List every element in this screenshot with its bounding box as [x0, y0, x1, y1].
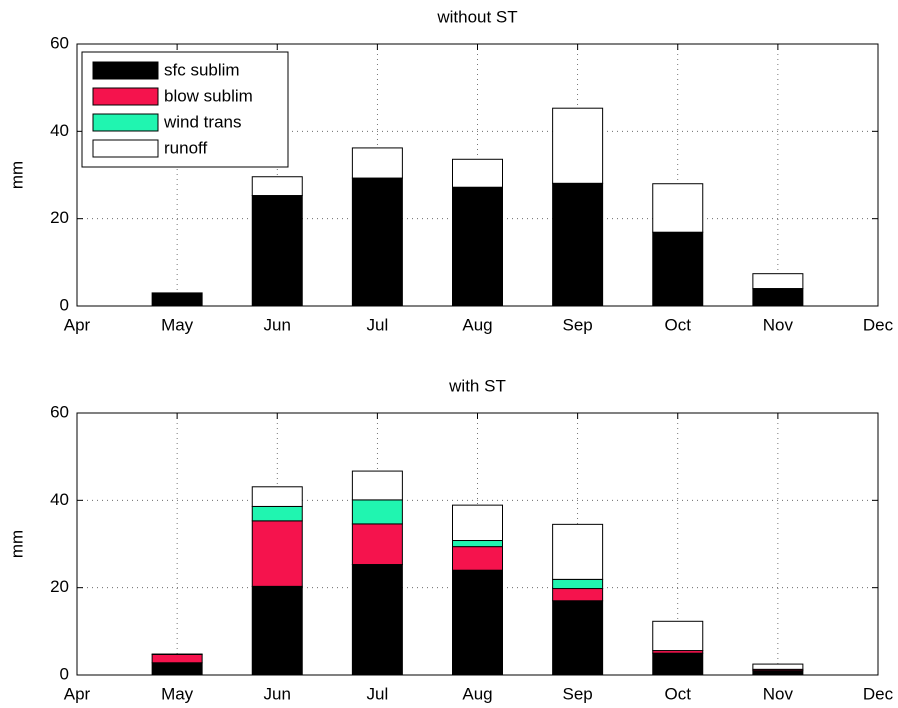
x-tick-label: Oct [665, 684, 692, 703]
bar-segment [652, 183, 704, 233]
y-tick-label: 40 [50, 121, 69, 140]
bar-segment [652, 652, 704, 676]
bar-segment [351, 147, 403, 179]
x-tick-label: Sep [563, 315, 593, 334]
legend-swatch [92, 61, 159, 80]
y-tick-label: 0 [60, 295, 69, 314]
bar-segment [351, 177, 403, 307]
x-tick-label: Dec [863, 684, 894, 703]
x-tick-label: Dec [863, 315, 894, 334]
y-tick-label: 40 [50, 490, 69, 509]
bar-segment [552, 588, 604, 602]
legend-swatch [92, 113, 159, 132]
bar-segment [752, 670, 804, 676]
chart-title: without ST [436, 7, 517, 26]
bar-segment [251, 520, 303, 587]
x-tick-label: Nov [763, 315, 794, 334]
bar-segment [452, 546, 503, 571]
bar-segment [452, 158, 503, 188]
x-tick-label: Apr [64, 315, 91, 334]
bar-segment [452, 186, 503, 307]
legend-label: blow sublim [164, 86, 253, 105]
bar-segment [452, 540, 503, 548]
bar-segment [251, 505, 303, 522]
plot-frame [76, 412, 879, 676]
bar-segment [351, 564, 403, 676]
x-tick-label: May [161, 684, 194, 703]
y-tick-label: 60 [50, 33, 69, 52]
x-tick-label: Aug [462, 315, 492, 334]
legend-label: runoff [164, 138, 207, 157]
y-tick-label: 60 [50, 402, 69, 421]
bar-segment [351, 470, 403, 501]
bar-segment [452, 569, 503, 676]
bar-segment [752, 288, 804, 307]
bar-segment [752, 273, 804, 290]
bar-segment [552, 523, 604, 580]
x-tick-label: May [161, 315, 194, 334]
bar-segment [752, 663, 804, 670]
x-tick-label: Jul [367, 315, 389, 334]
bar-segment [251, 486, 303, 507]
bar-segment [652, 231, 704, 307]
x-tick-label: Jun [264, 684, 291, 703]
bar-segment [552, 107, 604, 184]
legend-label: sfc sublim [164, 60, 240, 79]
bar-segment [151, 653, 203, 664]
bar-segment [251, 176, 303, 197]
bar-segment [251, 585, 303, 676]
y-tick-label: 20 [50, 577, 69, 596]
bar-segment [151, 662, 203, 676]
bar-segment [151, 292, 203, 307]
x-tick-label: Apr [64, 684, 91, 703]
x-tick-label: Nov [763, 684, 794, 703]
x-tick-label: Jun [264, 315, 291, 334]
x-tick-label: Oct [665, 315, 692, 334]
y-axis-label: mm [7, 161, 26, 189]
bar-segment [552, 578, 604, 590]
plot-frame [76, 43, 879, 307]
x-tick-label: Jul [367, 684, 389, 703]
legend-label: wind trans [163, 112, 241, 131]
bar-segment [351, 499, 403, 525]
y-tick-label: 0 [60, 664, 69, 683]
legend-swatch [92, 87, 159, 106]
bar-segment [652, 620, 704, 652]
chart-title: with ST [448, 376, 506, 395]
bar-segment [552, 600, 604, 676]
bar-segment [552, 182, 604, 307]
bar-segment [351, 523, 403, 566]
y-axis-label: mm [7, 530, 26, 558]
bar-segment [452, 504, 503, 542]
legend-swatch [92, 139, 159, 158]
x-tick-label: Aug [462, 684, 492, 703]
y-tick-label: 20 [50, 208, 69, 227]
bar-segment [251, 195, 303, 307]
x-tick-label: Sep [563, 684, 593, 703]
